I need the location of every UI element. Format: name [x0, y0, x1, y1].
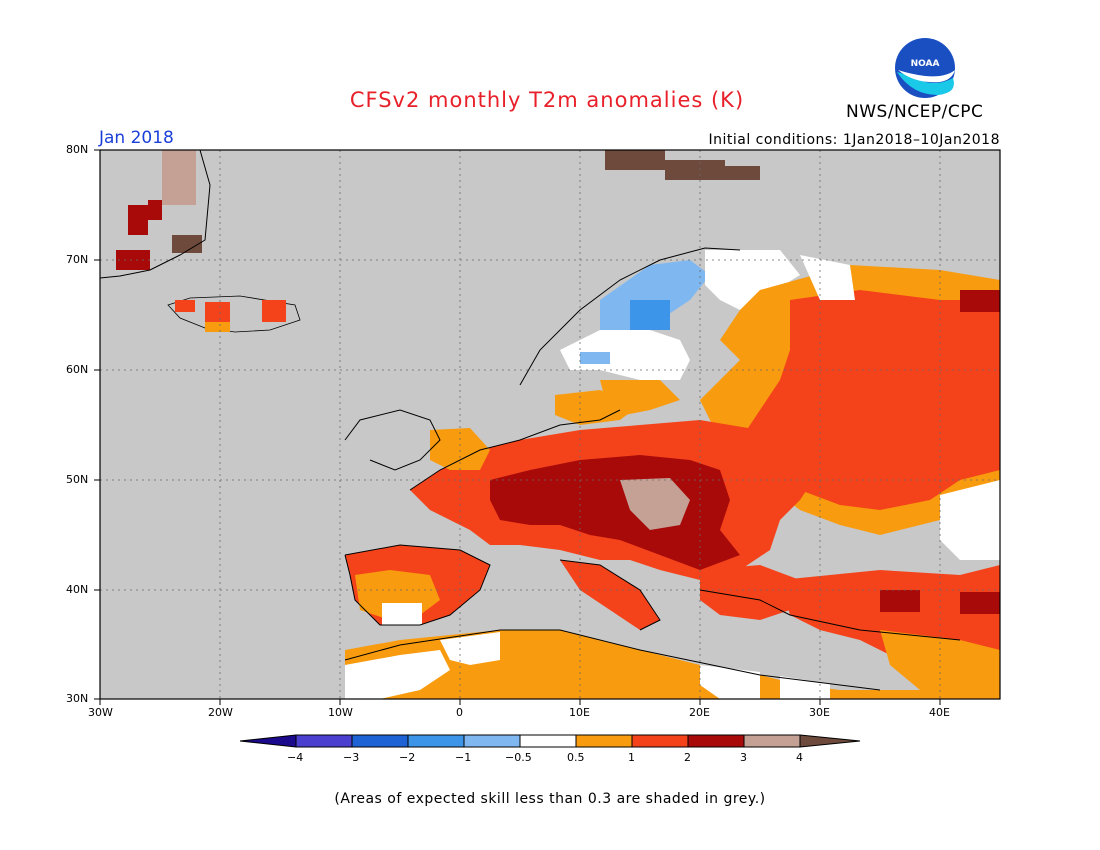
- iceland-region: [167, 295, 301, 333]
- colorbar-label: −1: [455, 751, 472, 764]
- lat-tick-label: 40N: [66, 583, 89, 596]
- colorbar-label: −2: [399, 751, 416, 764]
- colorbar-label: 1: [628, 751, 635, 764]
- lon-tick-label: 20E: [689, 706, 710, 719]
- iberia-region: [345, 545, 490, 625]
- scandinavia-region: [520, 248, 800, 430]
- north-africa-region: [345, 630, 1000, 699]
- coastlines: [99, 149, 961, 691]
- colorbar-swatch: [296, 735, 352, 747]
- map-panel: [99, 149, 1001, 700]
- lat-tick-label: 50N: [66, 473, 89, 486]
- colorbar-swatch: [800, 735, 860, 747]
- lon-tick-label: 40E: [929, 706, 950, 719]
- colorbar-swatch: [744, 735, 800, 747]
- lon-tick-label: 30E: [809, 706, 830, 719]
- colorbar-label: −3: [343, 751, 360, 764]
- lon-tick-label: 20W: [208, 706, 233, 719]
- noaa-logo-icon: NOAA: [895, 38, 955, 98]
- lat-tick-label: 70N: [66, 253, 89, 266]
- lat-tick-label: 30N: [66, 692, 89, 705]
- colorbar-swatch: [632, 735, 688, 747]
- map-title: CFSv2 monthly T2m anomalies (K): [349, 88, 745, 112]
- colorbar-label: 3: [740, 751, 747, 764]
- colorbar-swatch: [240, 735, 296, 747]
- lon-tick-label: 10W: [328, 706, 353, 719]
- lat-tick-label: 80N: [66, 143, 89, 156]
- central-europe-region: [410, 390, 820, 580]
- skill-footnote: (Areas of expected skill less than 0.3 a…: [334, 791, 766, 807]
- lat-tick-label: 60N: [66, 363, 89, 376]
- noaa-logo-text: NOAA: [911, 59, 940, 69]
- lon-tick-label: 10E: [569, 706, 590, 719]
- axis-ticks: [94, 149, 941, 705]
- colorbar-label: 4: [796, 751, 803, 764]
- greenland-region: [100, 150, 210, 278]
- period-label: Jan 2018: [99, 128, 174, 148]
- agency-label: NWS/NCEP/CPC: [846, 102, 984, 122]
- colorbar-label: −4: [287, 751, 304, 764]
- svalbard-region: [605, 150, 760, 180]
- lon-tick-label: 30W: [88, 706, 113, 719]
- colorbar-swatch: [352, 735, 408, 747]
- colorbar-swatch: [464, 735, 520, 747]
- colorbar-swatch: [520, 735, 576, 747]
- colorbar-swatch: [688, 735, 744, 747]
- colorbar-swatch: [408, 735, 464, 747]
- colorbar-label: 2: [684, 751, 691, 764]
- colorbar-swatch: [576, 735, 632, 747]
- graticule: [100, 150, 1000, 699]
- colorbar-label: 0.5: [567, 751, 585, 764]
- initial-conditions-label: Initial conditions: 1Jan2018–10Jan2018: [708, 132, 1000, 148]
- colorbar: [239, 734, 861, 748]
- lon-tick-label: 0: [456, 706, 463, 719]
- colorbar-label: −0.5: [505, 751, 532, 764]
